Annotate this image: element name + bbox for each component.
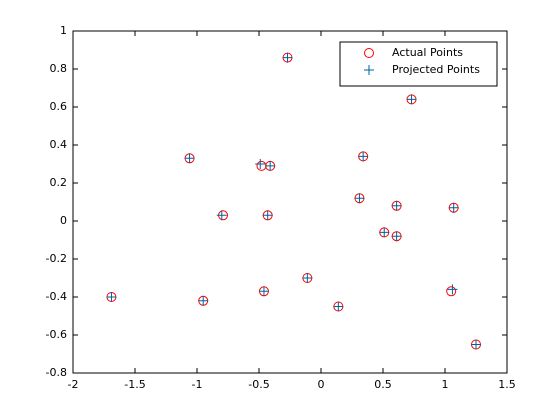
legend-label: Actual Points bbox=[392, 46, 463, 59]
point bbox=[391, 231, 402, 242]
point bbox=[379, 227, 390, 238]
y-tick-label: 0.6 bbox=[50, 100, 68, 113]
point bbox=[258, 286, 269, 297]
point bbox=[106, 292, 117, 302]
point bbox=[262, 210, 273, 221]
x-tick-label: -1.5 bbox=[124, 378, 145, 391]
point bbox=[354, 193, 365, 204]
point bbox=[358, 151, 369, 162]
point bbox=[447, 284, 458, 295]
y-tick-label: 0.4 bbox=[50, 138, 68, 151]
x-tick-label: 1.5 bbox=[498, 378, 516, 391]
x-tick-label: 1 bbox=[442, 378, 449, 391]
point bbox=[265, 160, 276, 171]
point bbox=[471, 339, 481, 350]
point bbox=[302, 273, 313, 283]
y-tick-label: -0.8 bbox=[46, 366, 67, 379]
y-tick-label: -0.6 bbox=[46, 328, 67, 341]
point bbox=[391, 200, 402, 211]
y-tick-label: -0.2 bbox=[46, 252, 67, 265]
y-tick-label: 0.8 bbox=[50, 62, 68, 75]
y-tick-label: 0.2 bbox=[50, 176, 68, 189]
legend-label: Projected Points bbox=[392, 63, 480, 76]
point bbox=[446, 286, 457, 297]
x-tick-label: -2 bbox=[68, 378, 79, 391]
point bbox=[198, 295, 209, 306]
point bbox=[216, 210, 227, 221]
point bbox=[184, 153, 195, 164]
y-tick-label: 1 bbox=[60, 24, 67, 37]
x-tick-label: -1 bbox=[192, 378, 203, 391]
y-tick-label: -0.4 bbox=[46, 290, 67, 303]
x-tick-label: -0.5 bbox=[248, 378, 269, 391]
y-tick-label: 0 bbox=[60, 214, 67, 227]
legend-marker bbox=[364, 48, 374, 58]
x-tick-label: 0.5 bbox=[374, 378, 392, 391]
plot-area bbox=[72, 30, 508, 374]
point bbox=[448, 202, 459, 213]
x-tick-label: 0 bbox=[318, 378, 325, 391]
point bbox=[282, 52, 293, 63]
point bbox=[255, 159, 266, 169]
legend-marker bbox=[364, 65, 374, 75]
point bbox=[333, 301, 344, 312]
point bbox=[406, 94, 417, 105]
